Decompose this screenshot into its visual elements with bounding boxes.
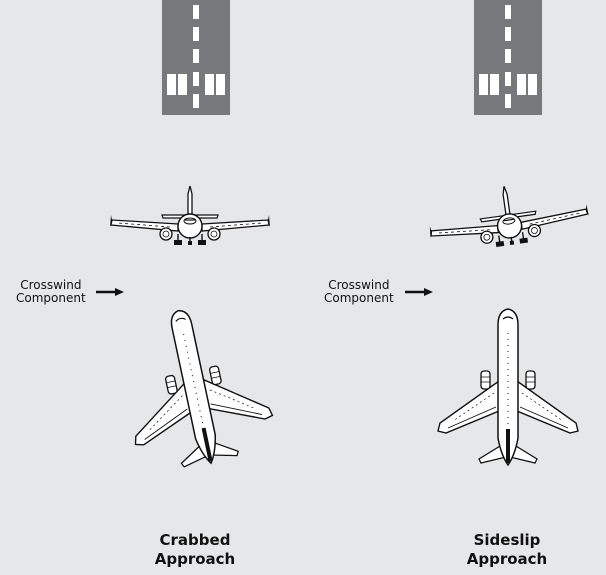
caption-line1: Crabbed — [159, 531, 231, 549]
caption-line2: Approach — [154, 550, 236, 568]
crosswind-label-line1: Crosswind — [20, 278, 82, 292]
crosswind-label-line2: Component — [324, 291, 394, 305]
wind-arrow-crabbed — [94, 286, 126, 298]
crosswind-label-crabbed: Crosswind Component — [16, 279, 86, 305]
crosswind-label-line1: Crosswind — [328, 278, 390, 292]
aircraft-top-view-crabbed — [109, 295, 281, 479]
aircraft-front-view-crabbed — [109, 185, 271, 246]
crosswind-label-line2: Component — [16, 291, 86, 305]
aircraft-top-view-sideslip — [437, 308, 579, 466]
runway-crabbed — [162, 0, 230, 115]
aircraft-front-view-sideslip — [424, 174, 593, 257]
caption-line2: Approach — [466, 550, 548, 568]
caption-sideslip: Sideslip Approach — [437, 531, 577, 569]
caption-crabbed: Crabbed Approach — [125, 531, 265, 569]
crosswind-label-sideslip: Crosswind Component — [324, 279, 394, 305]
wind-arrow-sideslip — [403, 286, 435, 298]
runway-sideslip — [474, 0, 542, 115]
caption-line1: Sideslip — [473, 531, 541, 549]
